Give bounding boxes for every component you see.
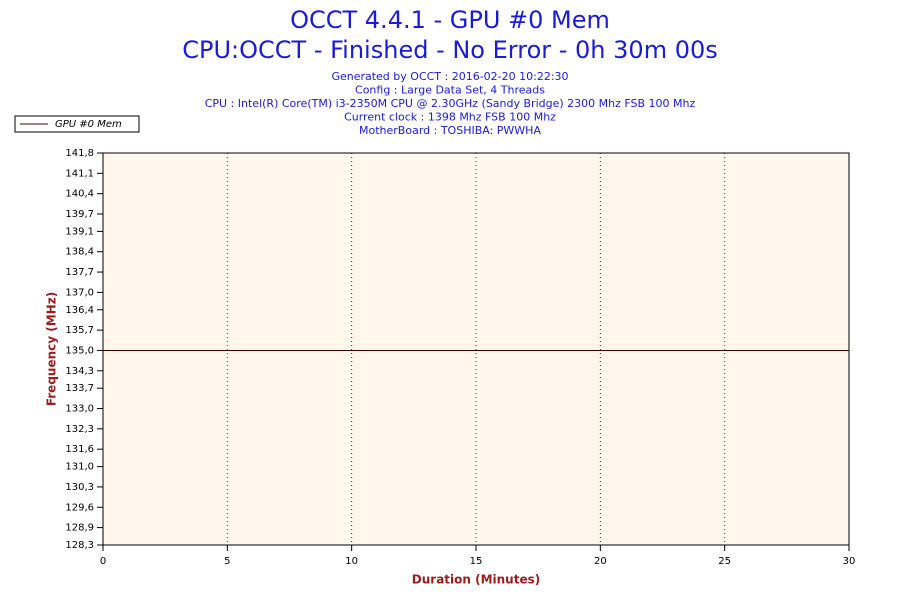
chart-title: OCCT 4.4.1 - GPU #0 Mem [290,6,610,34]
y-tick-label: 132,3 [65,424,94,435]
x-tick-label: 15 [470,556,483,567]
y-tick-label: 128,3 [65,540,94,551]
y-tick-label: 131,6 [65,444,94,455]
info-line: CPU : Intel(R) Core(TM) i3-2350M CPU @ 2… [205,97,696,110]
y-axis-label: Frequency (MHz) [45,292,59,406]
y-tick-label: 135,7 [65,325,94,336]
info-line: Generated by OCCT : 2016-02-20 10:22:30 [331,70,568,83]
y-tick-label: 141,1 [65,168,94,179]
x-tick-label: 10 [345,556,358,567]
x-tick-label: 5 [224,556,230,567]
y-tick-label: 139,1 [65,226,94,237]
x-tick-label: 20 [594,556,607,567]
y-tick-label: 133,0 [65,404,94,415]
y-tick-label: 137,0 [65,287,94,298]
y-tick-label: 137,7 [65,267,94,278]
y-tick-label: 128,9 [65,523,94,534]
y-tick-label: 141,8 [65,148,94,159]
y-tick-label: 130,3 [65,482,94,493]
x-tick-label: 25 [718,556,731,567]
y-tick-label: 134,3 [65,366,94,377]
y-tick-label: 129,6 [65,502,94,513]
x-tick-label: 30 [843,556,856,567]
y-tick-label: 139,7 [65,209,94,220]
x-axis-label: Duration (Minutes) [412,573,540,587]
info-line: Current clock : 1398 Mhz FSB 100 Mhz [344,111,556,124]
y-tick-label: 136,4 [65,305,94,316]
y-tick-label: 140,4 [65,189,94,200]
info-line: MotherBoard : TOSHIBA: PWWHA [359,124,541,137]
legend-label: GPU #0 Mem [55,119,122,130]
legend-box [14,115,140,133]
x-tick-label: 0 [100,556,106,567]
y-tick-label: 133,7 [65,383,94,394]
y-tick-label: 135,0 [65,345,94,356]
plot-border [102,152,850,546]
chart-subtitle: CPU:OCCT - Finished - No Error - 0h 30m … [182,36,718,64]
info-line: Config : Large Data Set, 4 Threads [355,84,545,97]
y-tick-label: 138,4 [65,247,94,258]
y-tick-label: 131,0 [65,462,94,473]
